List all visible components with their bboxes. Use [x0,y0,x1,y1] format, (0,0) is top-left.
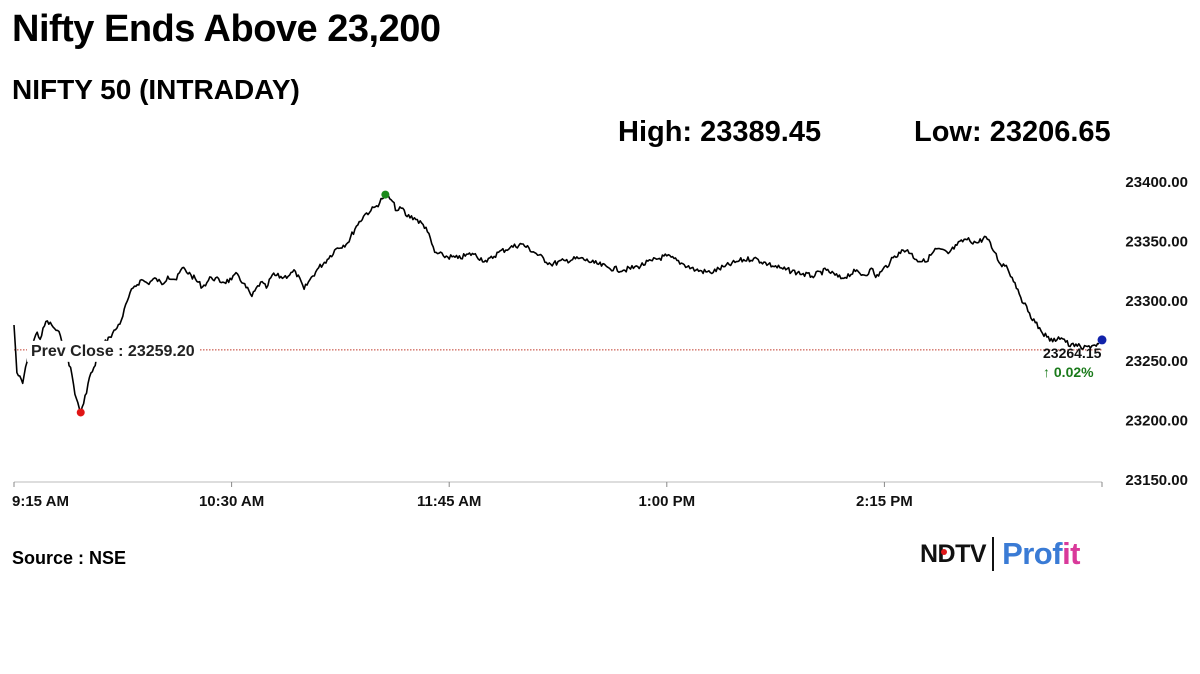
logo-profit-tail: it [1062,536,1080,571]
last-price-marker [1097,335,1107,345]
x-tick-label: 2:15 PM [856,493,913,510]
y-tick-label: 23400.00 [1125,174,1188,191]
y-tick-label: 23350.00 [1125,234,1188,251]
intraday-chart: 9:15 AM 10:30 AM 11:45 AM 1:00 PM 2:15 PM 234… [12,174,1188,510]
chart-subtitle: NIFTY 50 (INTRADAY) [12,74,300,105]
change-label: ↑ 0.02% [1043,364,1094,380]
last-price-label: 23264.15 [1043,345,1102,361]
logo-divider [992,537,995,571]
prev-close-label: Prev Close : 23259.20 [31,343,195,360]
x-tick-label: 11:45 AM [417,493,481,510]
x-tick-label: 1:00 PM [638,493,695,510]
high-stat: High: 23389.45 [618,116,822,148]
y-tick-label: 23250.00 [1125,353,1188,370]
nifty-price-line [13,193,1100,414]
high-marker [381,190,390,199]
y-tick-label: 23300.00 [1125,293,1188,310]
prev-close-label-bg [27,340,199,362]
x-tick-label: 9:15 AM [12,493,69,510]
low-stat: Low: 23206.65 [914,116,1111,148]
y-tick-label: 23200.00 [1125,412,1188,429]
headline: Nifty Ends Above 23,200 [12,8,441,50]
x-tick-label: 10:30 AM [199,493,264,510]
logo-profit-main: Prof [1002,536,1063,571]
ndtv-profit-logo: NDTV Profit [920,534,1080,574]
logo-red-dot [941,549,947,555]
logo-profit-text: Profit [1002,536,1080,572]
source-note: Source : NSE [12,548,127,568]
y-tick-label: 23150.00 [1125,472,1188,489]
logo-ndtv-text: NDTV [920,539,987,568]
low-marker [76,408,85,417]
